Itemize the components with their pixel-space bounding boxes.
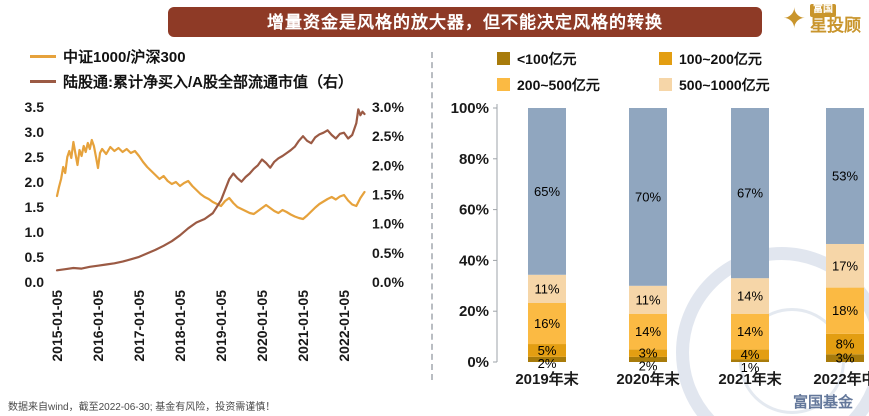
svg-text:2.5: 2.5 bbox=[25, 149, 45, 165]
svg-text:2019年末: 2019年末 bbox=[515, 370, 579, 388]
svg-text:3%: 3% bbox=[639, 346, 658, 361]
svg-text:14%: 14% bbox=[635, 324, 661, 339]
line-chart-legend: 中证1000/沪深300 陆股通:累计净买入/A股全部流通市值（右） bbox=[30, 44, 353, 94]
svg-text:4%: 4% bbox=[741, 347, 760, 362]
legend-item-lt100: <100亿元 bbox=[497, 47, 659, 70]
brand-logo: ✦ 富国 星投顾 bbox=[783, 4, 861, 34]
svg-text:3.5: 3.5 bbox=[25, 99, 45, 115]
svg-text:18%: 18% bbox=[832, 303, 858, 318]
svg-text:2020年末: 2020年末 bbox=[616, 370, 680, 388]
svg-text:40%: 40% bbox=[459, 252, 489, 269]
svg-text:0%: 0% bbox=[467, 354, 489, 371]
bar-chart-legend: <100亿元 100~200亿元 200~500亿元 500~1000亿元 bbox=[497, 47, 770, 96]
svg-text:70%: 70% bbox=[635, 189, 661, 204]
svg-text:14%: 14% bbox=[737, 324, 763, 339]
legend-label-500-1000: 500~1000亿元 bbox=[679, 76, 770, 93]
star-icon: ✦ bbox=[782, 3, 806, 35]
legend-swatch-northbound bbox=[30, 80, 56, 83]
svg-text:0.0: 0.0 bbox=[25, 274, 45, 290]
svg-text:60%: 60% bbox=[459, 202, 489, 219]
legend-item-500-1000: 500~1000亿元 bbox=[659, 73, 770, 96]
section-divider bbox=[431, 52, 433, 380]
svg-text:0.5: 0.5 bbox=[25, 249, 45, 265]
svg-text:2.0: 2.0 bbox=[25, 174, 45, 190]
legend-swatch-ratio bbox=[30, 55, 56, 58]
fund-size-stacked-bar-chart: 0%20%40%60%80%100%2019年末65%11%16%5%2%202… bbox=[451, 100, 869, 388]
svg-text:20%: 20% bbox=[459, 303, 489, 320]
legend-swatch-200-500 bbox=[497, 78, 510, 91]
watermark-text: 富国基金 bbox=[792, 394, 853, 411]
svg-text:1%: 1% bbox=[741, 360, 760, 375]
svg-text:2016-01-05: 2016-01-05 bbox=[90, 290, 106, 362]
legend-swatch-100-200 bbox=[659, 52, 672, 65]
svg-text:80%: 80% bbox=[459, 151, 489, 168]
svg-text:2018-01-05: 2018-01-05 bbox=[172, 290, 188, 362]
svg-text:1.5: 1.5 bbox=[25, 199, 45, 215]
legend-swatch-500-1000 bbox=[659, 78, 672, 91]
legend-label-200-500: 200~500亿元 bbox=[517, 76, 600, 93]
data-source-note: 数据来自wind，截至2022-06-30; 基金有风险，投资需谨慎！ bbox=[8, 402, 276, 413]
svg-text:67%: 67% bbox=[737, 186, 763, 201]
svg-text:11%: 11% bbox=[635, 292, 660, 307]
brand-name: 富国 bbox=[810, 4, 836, 17]
svg-text:2015-01-05: 2015-01-05 bbox=[49, 290, 65, 362]
svg-text:2022年中: 2022年中 bbox=[813, 370, 869, 388]
svg-text:65%: 65% bbox=[534, 184, 560, 199]
svg-text:5%: 5% bbox=[538, 343, 557, 358]
svg-text:2%: 2% bbox=[639, 359, 658, 374]
svg-text:1.0%: 1.0% bbox=[372, 216, 404, 232]
legend-item-ratio: 中证1000/沪深300 bbox=[30, 44, 353, 69]
svg-text:16%: 16% bbox=[534, 316, 560, 331]
svg-text:3%: 3% bbox=[836, 351, 855, 366]
svg-text:2019-01-05: 2019-01-05 bbox=[213, 290, 229, 362]
svg-text:2021-01-05: 2021-01-05 bbox=[295, 290, 311, 362]
legend-item-200-500: 200~500亿元 bbox=[497, 73, 659, 96]
legend-label-100-200: 100~200亿元 bbox=[679, 50, 762, 67]
legend-label-lt100: <100亿元 bbox=[517, 50, 577, 67]
svg-text:2021年末: 2021年末 bbox=[718, 370, 782, 388]
svg-text:2%: 2% bbox=[538, 356, 557, 371]
legend-swatch-lt100 bbox=[497, 52, 510, 65]
svg-text:2.0%: 2.0% bbox=[372, 157, 404, 173]
svg-text:3.0%: 3.0% bbox=[372, 99, 404, 115]
svg-text:1.5%: 1.5% bbox=[372, 187, 404, 203]
legend-label-northbound: 陆股通:累计净买入/A股全部流通市值（右） bbox=[63, 74, 353, 91]
product-name: 星投顾 bbox=[810, 15, 861, 35]
svg-text:100%: 100% bbox=[451, 100, 489, 117]
title-banner: 增量资金是风格的放大器，但不能决定风格的转换 bbox=[168, 7, 762, 37]
svg-text:0.0%: 0.0% bbox=[372, 274, 404, 290]
svg-text:1.0: 1.0 bbox=[25, 224, 45, 240]
svg-text:0.5%: 0.5% bbox=[372, 245, 404, 261]
brand-logo-text: 富国 星投顾 bbox=[810, 4, 861, 34]
ratio-line-chart: 0.0 0.5 1.0 1.5 2.0 2.5 3.0 3.5 0.0% 0.5% 1.0% 1.5%… bbox=[25, 99, 405, 362]
svg-text:17%: 17% bbox=[832, 258, 858, 273]
svg-text:3.0: 3.0 bbox=[25, 124, 45, 140]
svg-text:14%: 14% bbox=[737, 288, 763, 303]
legend-item-northbound: 陆股通:累计净买入/A股全部流通市值（右） bbox=[30, 69, 353, 94]
svg-text:11%: 11% bbox=[534, 281, 559, 296]
svg-text:8%: 8% bbox=[836, 337, 855, 352]
svg-text:2020-01-05: 2020-01-05 bbox=[254, 290, 270, 362]
svg-text:2022-01-05: 2022-01-05 bbox=[336, 290, 352, 362]
svg-text:2.5%: 2.5% bbox=[372, 128, 404, 144]
legend-label-ratio: 中证1000/沪深300 bbox=[63, 49, 186, 66]
svg-text:2017-01-05: 2017-01-05 bbox=[131, 290, 147, 362]
svg-text:53%: 53% bbox=[832, 168, 858, 183]
legend-item-100-200: 100~200亿元 bbox=[659, 47, 770, 70]
page-title: 增量资金是风格的放大器，但不能决定风格的转换 bbox=[267, 13, 663, 32]
